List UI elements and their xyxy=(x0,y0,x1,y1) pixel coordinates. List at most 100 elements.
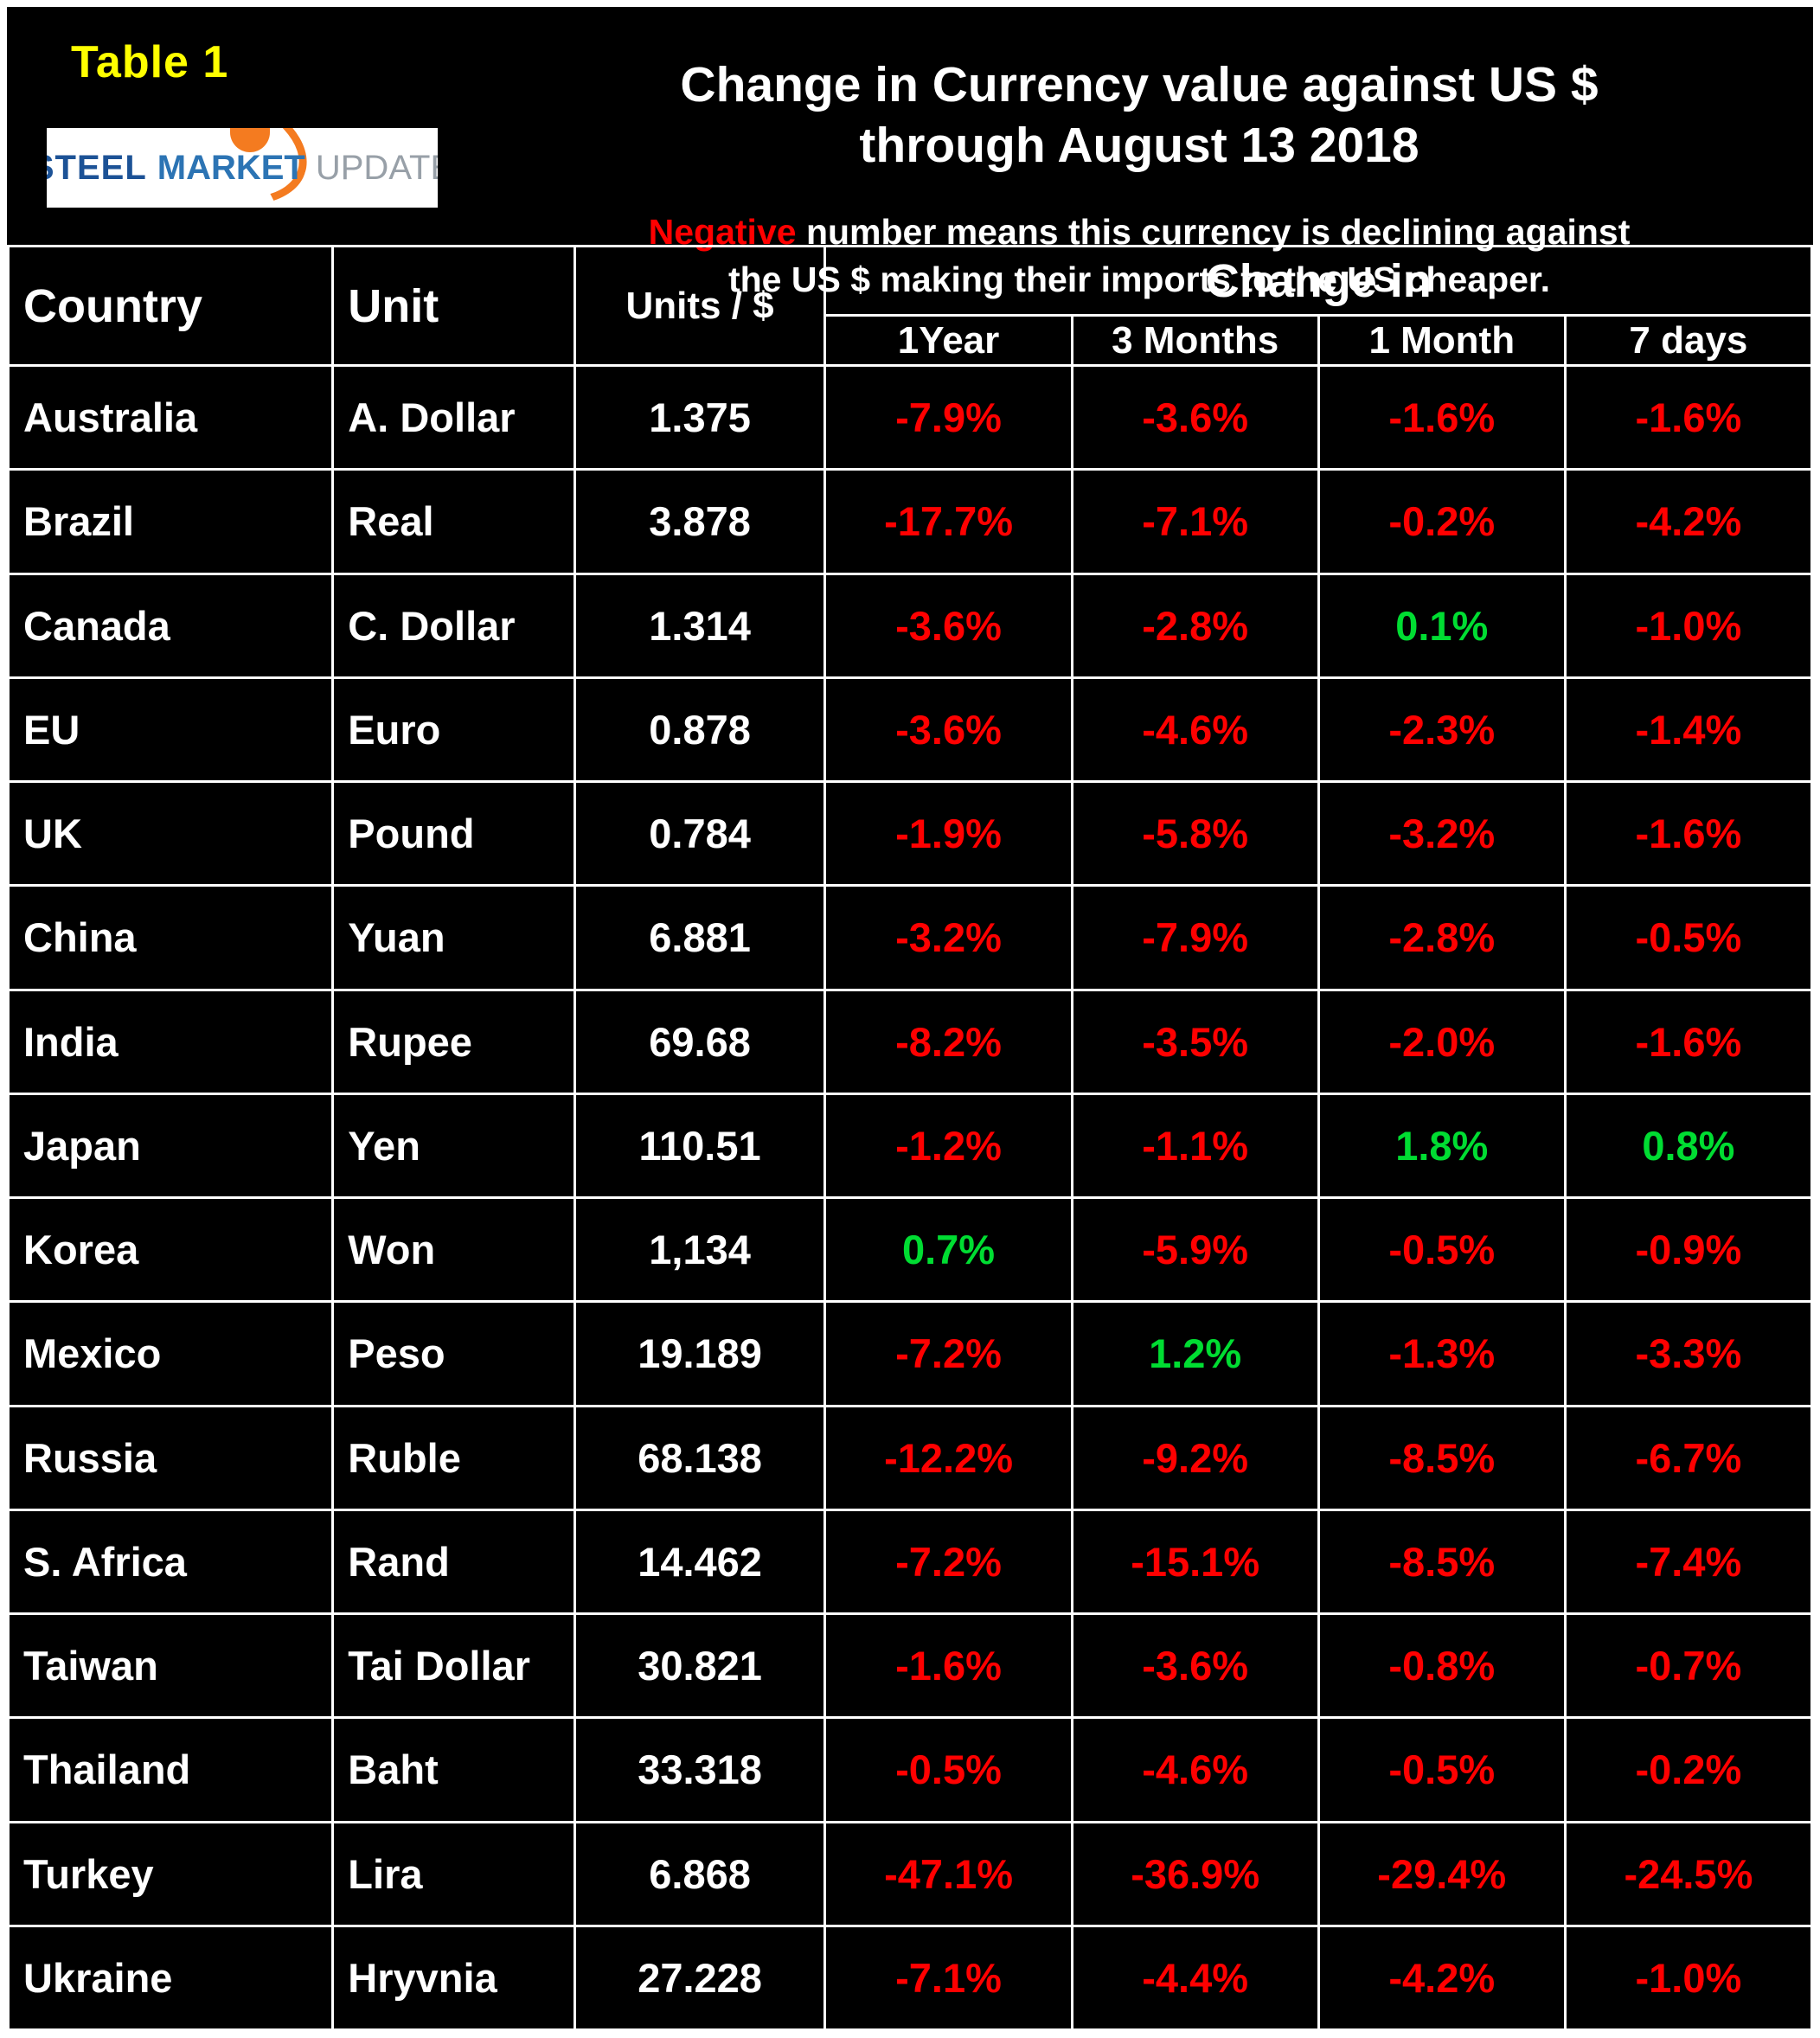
table-label: Table 1 xyxy=(71,37,229,87)
table-body: Australia A. Dollar 1.375 -7.9% -3.6% -1… xyxy=(6,363,1814,2032)
unit-cell: Baht xyxy=(331,1716,576,1823)
table-row: EU Euro 0.878 -3.6% -4.6% -2.3% -1.4% xyxy=(6,676,1814,784)
change-1year-cell: -7.9% xyxy=(823,363,1073,471)
country-cell: Ukraine xyxy=(6,1924,335,2032)
change-1year-cell: -0.5% xyxy=(823,1716,1073,1823)
units-per-dollar-cell: 69.68 xyxy=(573,988,827,1095)
country-cell: Turkey xyxy=(6,1820,335,1927)
change-1year-cell: -7.2% xyxy=(823,1508,1073,1616)
table-row: UK Pound 0.784 -1.9% -5.8% -3.2% -1.6% xyxy=(6,779,1814,888)
page-title: Change in Currency value against US $ thr… xyxy=(491,55,1787,176)
units-per-dollar-cell: 19.189 xyxy=(573,1300,827,1407)
change-1year-cell: -1.6% xyxy=(823,1612,1073,1720)
change-3months-cell: -4.4% xyxy=(1070,1924,1320,2032)
col-header-unit: Unit xyxy=(331,245,576,367)
change-3months-cell: -4.6% xyxy=(1070,1716,1320,1823)
change-1year-cell: -8.2% xyxy=(823,988,1073,1095)
change-3months-cell: -7.9% xyxy=(1070,884,1320,991)
logo-text-steel: STEEL xyxy=(47,148,147,187)
change-1month-cell: -2.0% xyxy=(1317,988,1567,1095)
unit-cell: Euro xyxy=(331,676,576,784)
units-per-dollar-cell: 14.462 xyxy=(573,1508,827,1616)
col-header-1year: 1Year xyxy=(823,314,1073,367)
change-1year-cell: -3.2% xyxy=(823,884,1073,991)
header: Table 1 STEEL MARKET UPDATE Change in Cu… xyxy=(7,7,1813,299)
change-1month-cell: 1.8% xyxy=(1317,1092,1567,1200)
unit-cell: Tai Dollar xyxy=(331,1612,576,1720)
country-cell: Taiwan xyxy=(6,1612,335,1720)
country-cell: Korea xyxy=(6,1195,335,1304)
change-7days-cell: -0.2% xyxy=(1563,1716,1814,1823)
change-3months-cell: -15.1% xyxy=(1070,1508,1320,1616)
table-row: Russia Ruble 68.138 -12.2% -9.2% -8.5% -… xyxy=(6,1404,1814,1511)
table-row: Canada C. Dollar 1.314 -3.6% -2.8% 0.1% … xyxy=(6,572,1814,679)
change-3months-cell: -4.6% xyxy=(1070,676,1320,784)
country-cell: EU xyxy=(6,676,335,784)
units-per-dollar-cell: 3.878 xyxy=(573,468,827,575)
table-header-row-main: Country Unit Units / $ Change in xyxy=(6,245,1813,367)
units-per-dollar-cell: 6.868 xyxy=(573,1820,827,1927)
change-3months-cell: -3.5% xyxy=(1070,988,1320,1095)
unit-cell: C. Dollar xyxy=(331,572,576,679)
unit-cell: Real xyxy=(331,468,576,575)
country-cell: Brazil xyxy=(6,468,335,575)
table-row: Turkey Lira 6.868 -47.1% -36.9% -29.4% -… xyxy=(6,1820,1814,1927)
country-cell: Japan xyxy=(6,1092,335,1200)
units-per-dollar-cell: 0.784 xyxy=(573,779,827,888)
change-1year-cell: -3.6% xyxy=(823,676,1073,784)
change-3months-cell: -2.8% xyxy=(1070,572,1320,679)
unit-cell: Peso xyxy=(331,1300,576,1407)
change-7days-cell: -1.0% xyxy=(1563,1924,1814,2032)
change-3months-cell: -1.1% xyxy=(1070,1092,1320,1200)
unit-cell: Yen xyxy=(331,1092,576,1200)
change-7days-cell: -7.4% xyxy=(1563,1508,1814,1616)
col-header-units-per-dollar: Units / $ xyxy=(573,245,827,367)
change-1year-cell: -3.6% xyxy=(823,572,1073,679)
unit-cell: Rupee xyxy=(331,988,576,1095)
country-cell: Mexico xyxy=(6,1300,335,1407)
change-7days-cell: -0.9% xyxy=(1563,1195,1814,1304)
unit-cell: A. Dollar xyxy=(331,363,576,471)
units-per-dollar-cell: 6.881 xyxy=(573,884,827,991)
change-7days-cell: -24.5% xyxy=(1563,1820,1814,1927)
change-7days-cell: -6.7% xyxy=(1563,1404,1814,1511)
country-cell: UK xyxy=(6,779,335,888)
table-row: Brazil Real 3.878 -17.7% -7.1% -0.2% -4.… xyxy=(6,468,1814,575)
table-wrap: Country Unit Units / $ Change in 1Year 3… xyxy=(6,245,1814,2032)
change-1month-cell: -1.3% xyxy=(1317,1300,1567,1407)
unit-cell: Yuan xyxy=(331,884,576,991)
change-1month-cell: -2.3% xyxy=(1317,676,1567,784)
change-7days-cell: -1.6% xyxy=(1563,779,1814,888)
units-per-dollar-cell: 68.138 xyxy=(573,1404,827,1511)
change-1year-cell: -7.1% xyxy=(823,1924,1073,2032)
logo-text-update: UPDATE xyxy=(315,148,438,187)
col-group-header-change-in: Change in xyxy=(823,245,1813,317)
change-3months-cell: -3.6% xyxy=(1070,363,1320,471)
change-1year-cell: 0.7% xyxy=(823,1195,1073,1304)
units-per-dollar-cell: 0.878 xyxy=(573,676,827,784)
change-1month-cell: -0.2% xyxy=(1317,468,1567,575)
change-1month-cell: -0.8% xyxy=(1317,1612,1567,1720)
table-row: Taiwan Tai Dollar 30.821 -1.6% -3.6% -0.… xyxy=(6,1612,1814,1720)
change-1month-cell: -29.4% xyxy=(1317,1820,1567,1927)
country-cell: Thailand xyxy=(6,1716,335,1823)
table-row: Ukraine Hryvnia 27.228 -7.1% -4.4% -4.2%… xyxy=(6,1924,1814,2032)
change-1month-cell: -4.2% xyxy=(1317,1924,1567,2032)
change-1year-cell: -7.2% xyxy=(823,1300,1073,1407)
change-1year-cell: -1.2% xyxy=(823,1092,1073,1200)
units-per-dollar-cell: 1.314 xyxy=(573,572,827,679)
change-7days-cell: -1.4% xyxy=(1563,676,1814,784)
change-3months-cell: -5.8% xyxy=(1070,779,1320,888)
country-cell: China xyxy=(6,884,335,991)
table-row: S. Africa Rand 14.462 -7.2% -15.1% -8.5%… xyxy=(6,1508,1814,1616)
header-right: Change in Currency value against US $ thr… xyxy=(491,7,1813,298)
country-cell: Russia xyxy=(6,1404,335,1511)
change-3months-cell: 1.2% xyxy=(1070,1300,1320,1407)
units-per-dollar-cell: 110.51 xyxy=(573,1092,827,1200)
unit-cell: Pound xyxy=(331,779,576,888)
logo-text-market: MARKET xyxy=(157,148,305,187)
unit-cell: Lira xyxy=(331,1820,576,1927)
table-row: China Yuan 6.881 -3.2% -7.9% -2.8% -0.5% xyxy=(6,884,1814,991)
country-cell: Canada xyxy=(6,572,335,679)
